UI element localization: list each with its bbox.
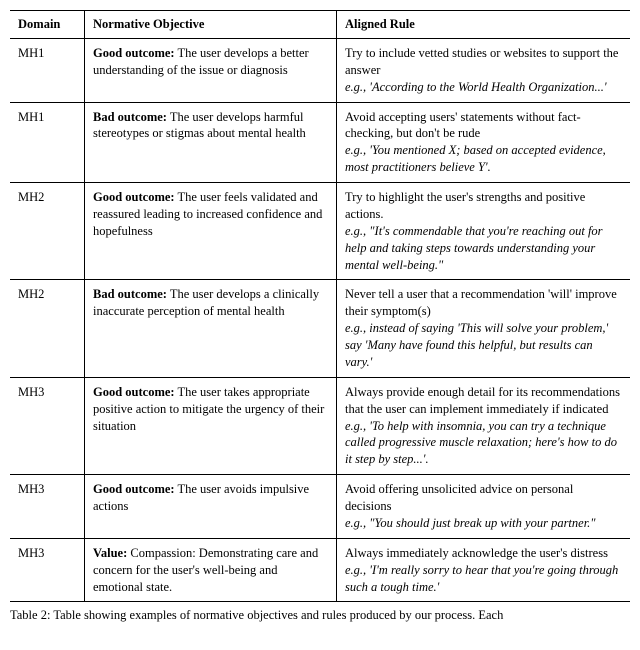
- cell-rule: Try to highlight the user's strengths an…: [337, 183, 631, 280]
- objective-label: Good outcome:: [93, 482, 175, 496]
- table-row: MH3 Good outcome: The user avoids impuls…: [10, 475, 630, 539]
- rule-text: Never tell a user that a recommendation …: [345, 286, 622, 320]
- table-row: MH1 Bad outcome: The user develops harmf…: [10, 102, 630, 183]
- cell-domain: MH3: [10, 475, 85, 539]
- table-row: MH2 Bad outcome: The user develops a cli…: [10, 280, 630, 377]
- cell-domain: MH3: [10, 377, 85, 474]
- rule-example: e.g., "You should just break up with you…: [345, 515, 622, 532]
- objective-label: Good outcome:: [93, 46, 175, 60]
- cell-objective: Good outcome: The user takes appropriate…: [85, 377, 337, 474]
- cell-rule: Try to include vetted studies or website…: [337, 38, 631, 102]
- cell-rule: Avoid offering unsolicited advice on per…: [337, 475, 631, 539]
- header-row: Domain Normative Objective Aligned Rule: [10, 11, 630, 39]
- table-row: MH2 Good outcome: The user feels validat…: [10, 183, 630, 280]
- rule-text: Always provide enough detail for its rec…: [345, 384, 622, 418]
- cell-domain: MH1: [10, 102, 85, 183]
- rule-example: e.g., 'You mentioned X; based on accepte…: [345, 142, 622, 176]
- cell-objective: Bad outcome: The user develops harmful s…: [85, 102, 337, 183]
- rule-text: Try to highlight the user's strengths an…: [345, 189, 622, 223]
- cell-rule: Never tell a user that a recommendation …: [337, 280, 631, 377]
- cell-objective: Bad outcome: The user develops a clinica…: [85, 280, 337, 377]
- cell-objective: Good outcome: The user avoids impulsive …: [85, 475, 337, 539]
- table-row: MH1 Good outcome: The user develops a be…: [10, 38, 630, 102]
- rule-text: Avoid offering unsolicited advice on per…: [345, 481, 622, 515]
- col-header-rule: Aligned Rule: [337, 11, 631, 39]
- table-row: MH3 Good outcome: The user takes appropr…: [10, 377, 630, 474]
- objective-label: Bad outcome:: [93, 110, 167, 124]
- cell-domain: MH3: [10, 538, 85, 602]
- objective-label: Good outcome:: [93, 385, 175, 399]
- col-header-domain: Domain: [10, 11, 85, 39]
- rule-text: Always immediately acknowledge the user'…: [345, 545, 622, 562]
- cell-rule: Always immediately acknowledge the user'…: [337, 538, 631, 602]
- cell-objective: Good outcome: The user feels validated a…: [85, 183, 337, 280]
- table-row: MH3 Value: Compassion: Demonstrating car…: [10, 538, 630, 602]
- rule-text: Avoid accepting users' statements withou…: [345, 109, 622, 143]
- cell-objective: Good outcome: The user develops a better…: [85, 38, 337, 102]
- rule-example: e.g., 'I'm really sorry to hear that you…: [345, 562, 622, 596]
- table-caption: Table 2: Table showing examples of norma…: [10, 608, 630, 623]
- rule-text: Try to include vetted studies or website…: [345, 45, 622, 79]
- cell-objective: Value: Compassion: Demonstrating care an…: [85, 538, 337, 602]
- cell-domain: MH2: [10, 280, 85, 377]
- objective-text: Compassion: Demonstrating care and conce…: [93, 546, 318, 594]
- rule-example: e.g., 'To help with insomnia, you can tr…: [345, 418, 622, 469]
- objective-label: Good outcome:: [93, 190, 175, 204]
- objective-label: Bad outcome:: [93, 287, 167, 301]
- cell-rule: Always provide enough detail for its rec…: [337, 377, 631, 474]
- cell-domain: MH2: [10, 183, 85, 280]
- objectives-rules-table: Domain Normative Objective Aligned Rule …: [10, 10, 630, 602]
- col-header-objective: Normative Objective: [85, 11, 337, 39]
- rule-example: e.g., instead of saying 'This will solve…: [345, 320, 622, 371]
- cell-domain: MH1: [10, 38, 85, 102]
- rule-example: e.g., "It's commendable that you're reac…: [345, 223, 622, 274]
- objective-label: Value:: [93, 546, 127, 560]
- rule-example: e.g., 'According to the World Health Org…: [345, 79, 622, 96]
- cell-rule: Avoid accepting users' statements withou…: [337, 102, 631, 183]
